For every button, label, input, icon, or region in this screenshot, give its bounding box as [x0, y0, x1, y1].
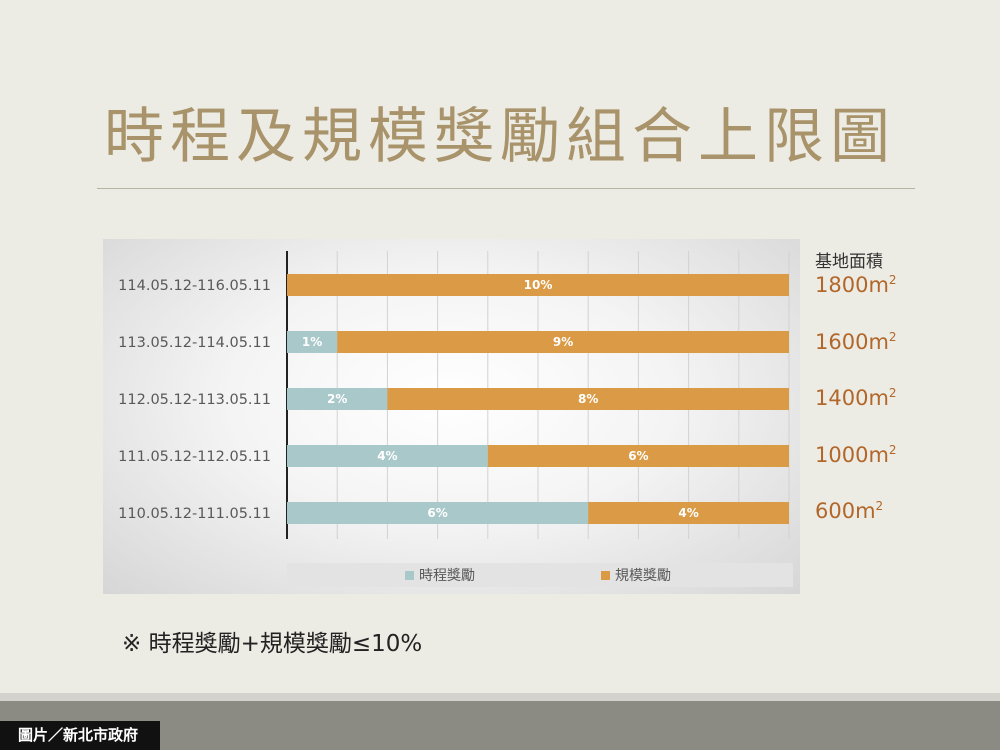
category-label: 111.05.12-112.05.11 [118, 449, 271, 465]
chart-bars: 10% 1% 9% 2% 8% 4% 6% 6% 4% [287, 274, 789, 524]
chart-panel [103, 239, 800, 594]
bar-segment [487, 445, 789, 467]
bar-segment [287, 502, 589, 524]
site-area-value: 1800m2 [815, 273, 897, 297]
data-label: 8% [578, 392, 598, 406]
footer-bar [0, 701, 1000, 750]
data-label: 4% [678, 506, 698, 520]
site-area-value: 600m2 [815, 499, 883, 523]
site-area-number: 1800m [815, 273, 889, 297]
site-area-number: 600m [815, 499, 876, 523]
bar-segment [287, 274, 789, 296]
superscript: 2 [875, 499, 884, 513]
bar-segment [337, 331, 789, 353]
category-label: 112.05.12-113.05.11 [118, 392, 271, 408]
legend-swatch [405, 571, 414, 580]
site-area-number: 1600m [815, 330, 889, 354]
page-title: 時程及規模獎勵組合上限圖 [104, 102, 896, 172]
bar-segment [287, 388, 388, 410]
bar-segment [287, 445, 488, 467]
site-area-header: 基地面積 [815, 252, 883, 272]
chart-category-labels: 114.05.12-116.05.11 113.05.12-114.05.11 11… [118, 278, 271, 522]
data-label: 4% [377, 449, 397, 463]
title-divider [97, 188, 915, 189]
bar-segment [588, 502, 789, 524]
superscript: 2 [888, 330, 897, 344]
data-label: 10% [524, 278, 553, 292]
site-area-value: 1600m2 [815, 330, 897, 354]
legend-label: 規模獎勵 [615, 568, 671, 584]
data-label: 2% [327, 392, 347, 406]
data-label: 6% [628, 449, 648, 463]
data-label: 1% [302, 335, 322, 349]
data-label: 9% [553, 335, 573, 349]
site-area-number: 1400m [815, 386, 889, 410]
bar-segment [387, 388, 789, 410]
category-label: 114.05.12-116.05.11 [118, 278, 271, 294]
superscript: 2 [888, 273, 897, 287]
legend-label: 時程獎勵 [419, 568, 475, 584]
data-label: 6% [427, 506, 447, 520]
superscript: 2 [888, 443, 897, 457]
category-label: 110.05.12-111.05.11 [118, 506, 271, 522]
legend-swatch [601, 571, 610, 580]
bar-segment [287, 331, 338, 353]
site-area-value: 1000m2 [815, 443, 897, 467]
image-credit: 圖片／新北市政府 [0, 721, 160, 750]
category-label: 113.05.12-114.05.11 [118, 335, 271, 351]
site-area-number: 1000m [815, 443, 889, 467]
site-area-value: 1400m2 [815, 386, 897, 410]
chart-legend: 時程獎勵 規模獎勵 [287, 563, 793, 587]
legend-box [287, 563, 793, 587]
footer-band [0, 693, 1000, 701]
bar-chart: 10%1% 9%2% 8%4% 6%6% 4% 114.05.12-116.05.111… [118, 251, 793, 587]
footnote: ※ 時程獎勵+規模獎勵≤10% [122, 631, 423, 657]
superscript: 2 [888, 386, 897, 400]
